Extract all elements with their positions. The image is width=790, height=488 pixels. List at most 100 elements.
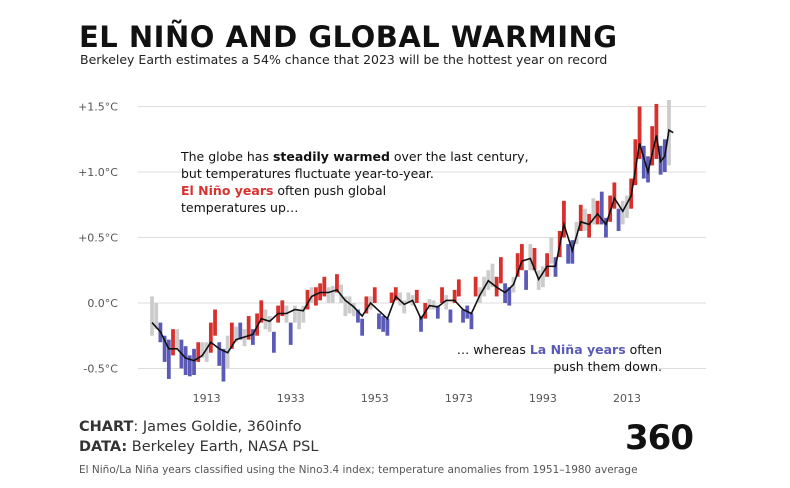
year-bar-1973	[456, 279, 461, 297]
year-bar-2005	[591, 198, 596, 225]
year-bar-1987	[515, 253, 520, 277]
year-bar-1989	[524, 270, 528, 290]
year-bar-1905	[171, 329, 175, 356]
year-bars	[150, 100, 671, 382]
year-bar-2008	[604, 217, 608, 238]
year-bar-1945	[339, 284, 344, 303]
chart-credit: CHART: James Goldie, 360info	[79, 419, 302, 435]
year-bar-1990	[528, 244, 533, 271]
year-bar-1939	[314, 287, 318, 306]
annotation-upper-line-1: The globe has steadily warmed over the l…	[180, 149, 529, 164]
year-bar-1931	[280, 300, 285, 317]
year-bar-1919	[229, 322, 234, 349]
year-bar-1974	[461, 309, 465, 323]
running-average-line	[151, 128, 674, 362]
year-bar-1941	[322, 276, 327, 297]
year-bar-1928	[267, 316, 272, 332]
annotation-upper-line-2: but temperatures fluctuate year-to-year.	[181, 166, 434, 181]
year-bar-1983	[498, 257, 503, 284]
year-bar-2019	[650, 126, 655, 166]
year-bar-2006	[595, 200, 600, 225]
year-bar-2017	[641, 145, 646, 179]
year-bar-2011	[616, 208, 621, 231]
x-tick-label: 1993	[529, 392, 557, 405]
year-bar-1924	[250, 329, 255, 345]
year-bar-1942	[326, 287, 331, 303]
x-tick-label: 1913	[193, 392, 221, 405]
year-bar-2003	[583, 208, 587, 231]
year-bar-2013	[625, 195, 629, 218]
year-bar-1914	[208, 322, 213, 353]
year-bar-1955	[381, 316, 386, 332]
year-bar-1904	[166, 339, 171, 379]
year-bar-1950	[360, 318, 365, 336]
year-bar-1917	[221, 348, 226, 382]
year-bar-1906	[175, 329, 180, 349]
year-bar-1954	[377, 313, 381, 330]
year-bar-1957	[389, 292, 394, 303]
year-bar-1910	[192, 348, 196, 375]
year-bar-1948	[351, 302, 356, 317]
footnote: El Niño/La Niña years classified using t…	[79, 464, 638, 476]
annotation-upper-line-3: El Niño years often push global	[181, 183, 386, 198]
year-bar-1953	[372, 287, 377, 303]
year-bar-1960	[402, 300, 407, 314]
year-bar-1967	[431, 300, 436, 310]
year-bar-1999	[566, 244, 571, 264]
year-bar-1912	[200, 342, 205, 358]
y-tick-label: +0.5°C	[78, 232, 118, 245]
year-bar-1903	[162, 335, 167, 362]
year-bar-1938	[309, 287, 314, 303]
year-bar-1964	[419, 316, 423, 332]
year-bar-1993	[541, 266, 545, 288]
annotation-lower-line-1: … whereas La Niña years often	[457, 342, 662, 357]
year-bar-1959	[398, 292, 402, 306]
year-bar-1915	[213, 309, 217, 336]
x-tick-label: 2013	[613, 392, 641, 405]
year-bar-1925	[255, 313, 259, 336]
year-bar-1994	[545, 253, 549, 277]
year-bar-1926	[259, 300, 264, 323]
year-bar-1951	[364, 296, 369, 314]
year-bar-1972	[452, 289, 457, 303]
y-tick-label: +1.0°C	[78, 166, 118, 179]
year-bar-2004	[587, 213, 592, 238]
year-bar-1981	[490, 263, 495, 288]
year-bar-1916	[217, 342, 222, 366]
gridlines	[138, 106, 706, 369]
y-tick-label: 0.0°C	[87, 297, 118, 310]
chart-subtitle: Berkeley Earth estimates a 54% chance th…	[80, 52, 608, 67]
x-axis-labels: 1913 1933 1953 1973 1993 2013	[193, 392, 641, 405]
temperature-chart: -0.5°C0.0°C+0.5°C+1.0°C+1.5°C 1913 1933 19…	[78, 100, 706, 405]
year-bar-1908	[183, 346, 188, 375]
x-tick-label: 1973	[445, 392, 473, 405]
y-axis-labels: -0.5°C 0.0°C +0.5°C +1.0°C +1.5°C	[78, 101, 118, 376]
year-bar-1976	[469, 313, 474, 330]
year-bar-1995	[549, 237, 554, 264]
year-bar-1988	[519, 244, 524, 271]
year-bar-1971	[448, 309, 453, 323]
year-bar-2007	[599, 191, 604, 225]
year-bar-1933	[288, 322, 293, 345]
year-bar-1977	[473, 276, 478, 297]
year-bar-1970	[444, 295, 449, 310]
annotation-lower-line-2: push them down.	[553, 359, 662, 374]
logo-text: 360	[625, 418, 694, 458]
360info-logo[interactable]: 360	[625, 418, 715, 458]
year-bar-1958	[393, 287, 398, 301]
annotation-upper-line-4: temperatures up…	[181, 200, 298, 215]
year-bar-1969	[440, 287, 444, 303]
year-bar-1998	[562, 200, 566, 238]
y-tick-label: +1.5°C	[78, 101, 118, 114]
year-bar-1966	[427, 299, 432, 310]
year-bar-1968	[435, 305, 440, 319]
year-bar-2002	[578, 204, 583, 231]
x-tick-label: 1933	[277, 392, 305, 405]
year-bar-1937	[305, 289, 310, 310]
chart-title: EL NIÑO AND GLOBAL WARMING	[79, 20, 618, 54]
year-bar-1949	[356, 309, 360, 323]
year-bar-1921	[238, 322, 243, 340]
year-bar-1929	[272, 331, 276, 353]
year-bar-1946	[343, 296, 348, 317]
year-bar-2016	[637, 106, 642, 159]
